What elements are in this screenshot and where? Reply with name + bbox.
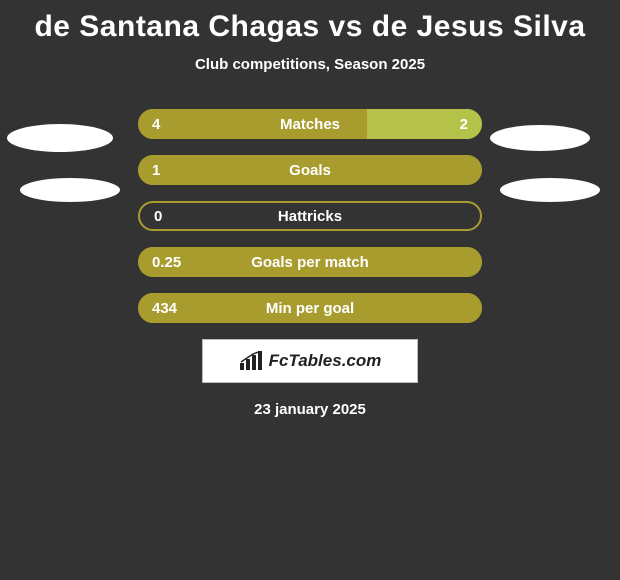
bar-track: Goals1 xyxy=(138,155,482,185)
page-title: de Santana Chagas vs de Jesus Silva xyxy=(0,0,620,44)
stat-row: Hattricks0 xyxy=(0,201,620,233)
logo-box: FcTables.com xyxy=(202,339,418,383)
bar-player1 xyxy=(138,109,367,139)
logo-text: FcTables.com xyxy=(269,351,382,371)
bar-label: Hattricks xyxy=(140,203,480,229)
stat-row: Goals per match0.25 xyxy=(0,247,620,279)
bar-chart-icon xyxy=(239,351,265,371)
page-subtitle: Club competitions, Season 2025 xyxy=(0,56,620,73)
bar-track: Min per goal434 xyxy=(138,293,482,323)
bar-track: Hattricks0 xyxy=(138,201,482,231)
bar-player1 xyxy=(138,155,482,185)
stat-row: Min per goal434 xyxy=(0,293,620,325)
bar-player1 xyxy=(138,293,482,323)
left-avatar-placeholder xyxy=(7,124,113,152)
right-avatar-placeholder xyxy=(500,178,600,202)
right-avatar-placeholder xyxy=(490,125,590,151)
left-avatar-placeholder xyxy=(20,178,120,202)
bar-track: Goals per match0.25 xyxy=(138,247,482,277)
bar-player2 xyxy=(367,109,482,139)
footer-date: 23 january 2025 xyxy=(0,401,620,418)
bar-value-player1: 0 xyxy=(154,203,162,229)
bar-track: Matches42 xyxy=(138,109,482,139)
bar-player1 xyxy=(138,247,482,277)
